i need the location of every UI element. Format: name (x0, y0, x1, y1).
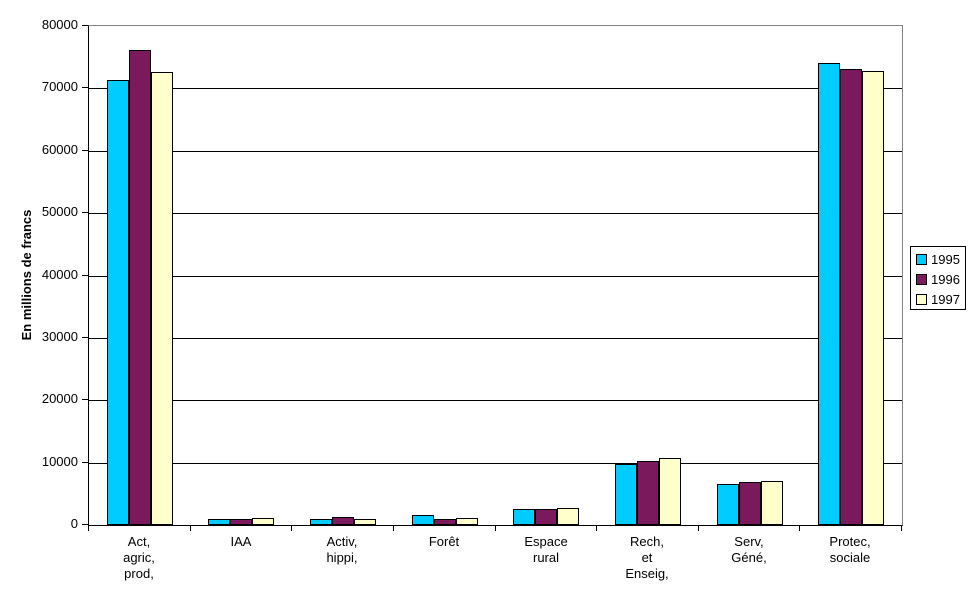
gridline (89, 151, 902, 152)
legend: 1995 1996 1997 (910, 246, 966, 310)
bar-1997 (761, 481, 783, 525)
bar-1996 (637, 461, 659, 525)
category-label-line: Espace (524, 534, 568, 549)
y-axis-tick-label: 50000 (41, 204, 78, 219)
y-axis-tick-label: 10000 (41, 454, 78, 469)
y-axis-tick-label: 0 (70, 516, 78, 531)
y-axis-tick (82, 150, 88, 151)
bar-1996 (434, 519, 456, 525)
bar-1995 (615, 464, 637, 525)
bar-1997 (354, 519, 376, 525)
y-axis-tick (82, 399, 88, 400)
y-axis-tick (82, 87, 88, 88)
x-axis-tick (393, 525, 394, 531)
x-axis-tick (596, 525, 597, 531)
x-axis-tick (495, 525, 496, 531)
plot-area (88, 25, 903, 526)
category-label-line: Protec, (829, 534, 871, 549)
bar-1997 (557, 508, 579, 525)
gridline (89, 338, 902, 339)
category-label: Espace rural (495, 534, 597, 566)
y-axis-tick (82, 337, 88, 338)
legend-swatch (916, 273, 927, 285)
bar-1997 (456, 518, 478, 525)
category-label: Serv, Géné, (698, 534, 800, 566)
category-label-line: sociale (829, 550, 871, 565)
gridline (89, 213, 902, 214)
gridline (89, 463, 902, 464)
legend-label: 1995 (931, 251, 960, 267)
bar-1997 (252, 518, 274, 525)
category-label-line: agric, (123, 550, 155, 565)
legend-swatch (916, 293, 927, 305)
category-label-line: Forêt (428, 534, 460, 549)
bar-1995 (818, 63, 840, 525)
category-label: IAA (190, 534, 292, 550)
legend-item: 1996 (911, 269, 965, 289)
bar-1995 (717, 484, 739, 525)
category-label: Rech, et Enseig, (596, 534, 698, 582)
category-label-line: hippi, (326, 550, 358, 565)
y-axis-tick-label: 70000 (41, 79, 78, 94)
y-axis-tick-label: 30000 (41, 329, 78, 344)
y-axis-tick-label: 20000 (41, 391, 78, 406)
bar-1996 (230, 519, 252, 525)
bar-1995 (107, 80, 129, 525)
category-label-line: IAA (230, 534, 252, 549)
y-axis-tick (82, 25, 88, 26)
category-label-line: Activ, (326, 534, 358, 549)
category-label-line: rural (532, 550, 559, 565)
legend-item: 1995 (911, 249, 965, 269)
bar-1996 (332, 517, 354, 525)
bar-1997 (659, 458, 681, 525)
category-label-line: prod, (124, 566, 154, 581)
bar-1995 (208, 519, 230, 525)
x-axis-tick (901, 525, 902, 531)
y-axis-tick-label: 60000 (41, 142, 78, 157)
y-axis-tick (82, 524, 88, 525)
bar-1996 (840, 69, 862, 525)
category-label: Forêt (393, 534, 495, 550)
gridline (89, 400, 902, 401)
bar-1997 (151, 72, 173, 525)
legend-swatch (916, 253, 927, 265)
category-label: Protec, sociale (799, 534, 901, 566)
category-label-line: Enseig, (625, 566, 669, 581)
x-axis-tick (799, 525, 800, 531)
bar-1995 (310, 519, 332, 525)
y-axis-tick-label: 80000 (41, 17, 78, 32)
category-label-line: Serv, (734, 534, 764, 549)
legend-label: 1996 (931, 271, 960, 287)
bar-1995 (412, 515, 434, 525)
gridline (89, 276, 902, 277)
y-axis-tick (82, 275, 88, 276)
category-label-line: Géné, (731, 550, 767, 565)
bar-1995 (513, 509, 535, 525)
category-label-line: Act, (127, 534, 151, 549)
category-label-line: et (641, 550, 653, 565)
x-axis-tick (88, 525, 89, 531)
x-axis-tick (291, 525, 292, 531)
x-axis-tick (190, 525, 191, 531)
y-axis-tick-label: 40000 (41, 267, 78, 282)
bar-1996 (129, 50, 151, 525)
gridline (89, 88, 902, 89)
y-axis-tick (82, 462, 88, 463)
x-axis-tick (698, 525, 699, 531)
category-label: Act, agric, prod, (88, 534, 190, 582)
legend-label: 1997 (931, 291, 960, 307)
legend-item: 1997 (911, 289, 965, 309)
y-axis-tick (82, 212, 88, 213)
bar-1996 (739, 482, 761, 525)
category-label-line: Rech, (630, 534, 664, 549)
bar-1997 (862, 71, 884, 525)
bar-1996 (535, 509, 557, 525)
category-label: Activ, hippi, (291, 534, 393, 566)
